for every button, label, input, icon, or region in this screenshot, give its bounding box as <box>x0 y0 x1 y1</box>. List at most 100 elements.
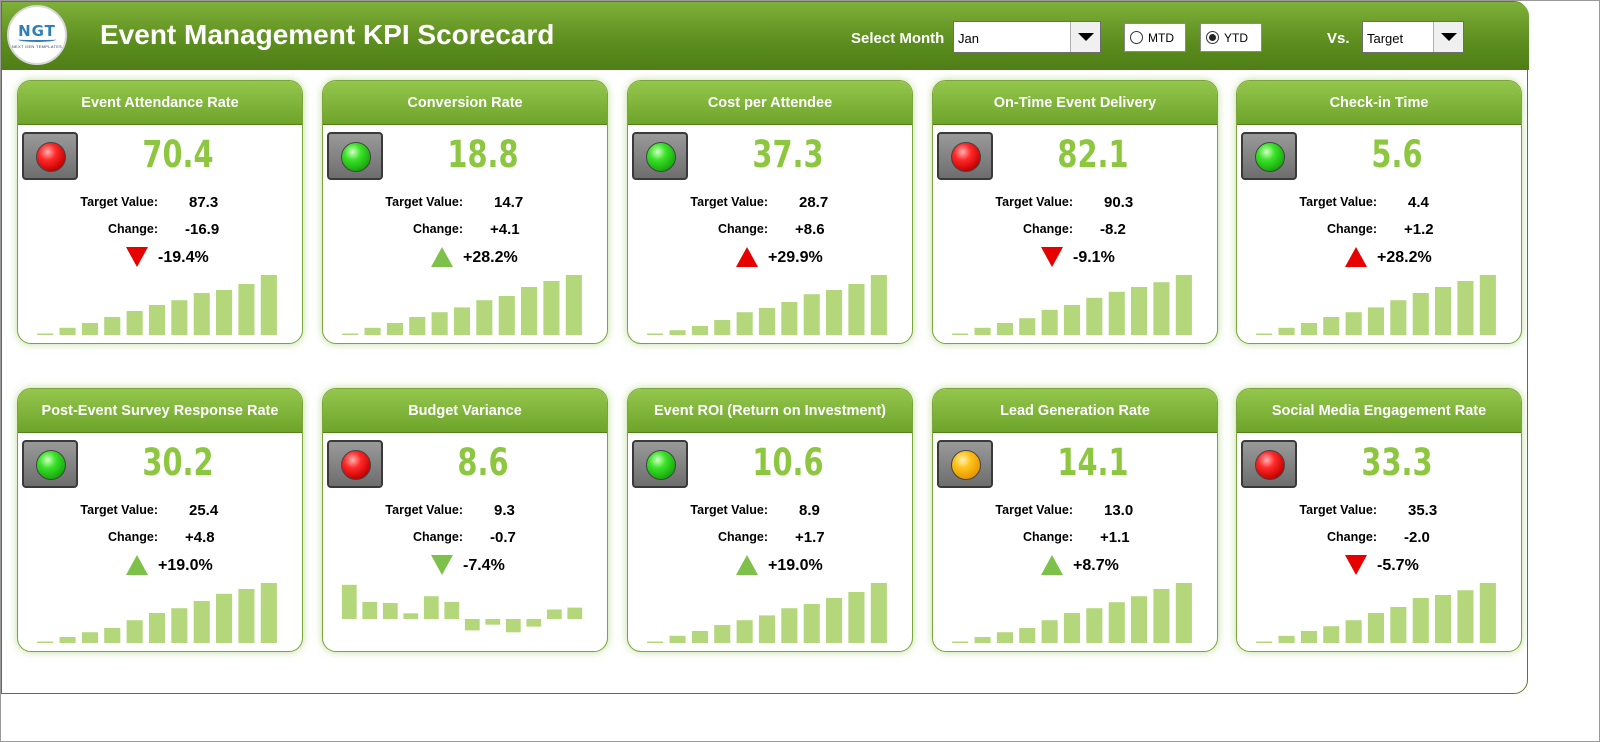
sparkline-bar <box>1108 291 1125 335</box>
status-light-icon <box>341 142 371 172</box>
sparkline-bar <box>342 333 359 335</box>
target-label: Target Value: <box>690 503 768 517</box>
sparkline-bar <box>974 637 991 643</box>
sparkline-bar <box>1457 281 1474 335</box>
target-value: 25.4 <box>189 502 219 519</box>
kpi-card-header: Lead Generation Rate <box>933 389 1217 433</box>
sparkline-bar <box>952 333 969 335</box>
page-title: Event Management KPI Scorecard <box>100 19 555 50</box>
kpi-card: Lead Generation Rate 14.1 Target Value: … <box>932 388 1218 652</box>
sparkline-bar <box>409 317 426 335</box>
arrow-up-icon <box>431 247 453 267</box>
sparkline-chart <box>952 275 1192 335</box>
sparkline-bar <box>567 607 583 619</box>
sparkline-bar <box>1153 282 1170 335</box>
sparkline-bar <box>669 635 686 643</box>
kpi-card-header: Event Attendance Rate <box>18 81 302 125</box>
sparkline-bar <box>37 333 54 335</box>
sparkline-bar <box>1019 628 1036 643</box>
sparkline-bar <box>1323 626 1340 643</box>
kpi-card: Post-Event Survey Response Rate 30.2 Tar… <box>17 388 303 652</box>
arrow-down-icon <box>1345 555 1367 575</box>
select-month-label: Select Month <box>851 30 945 47</box>
target-label: Target Value: <box>995 195 1073 209</box>
arrow-down-icon <box>431 555 453 575</box>
status-light-frame <box>937 440 993 488</box>
sparkline-bar <box>714 320 731 335</box>
sparkline-bar <box>736 312 753 335</box>
sparkline-bar <box>260 583 277 643</box>
sparkline-bar <box>1175 275 1192 335</box>
change-label: Change: <box>413 530 463 544</box>
sparkline-bar <box>565 275 582 335</box>
change-label: Change: <box>108 222 158 236</box>
change-label: Change: <box>108 530 158 544</box>
kpi-card: Event ROI (Return on Investment) 10.6 Ta… <box>627 388 913 652</box>
status-light-icon <box>1255 142 1285 172</box>
sparkline-bar <box>543 281 560 335</box>
change-percent: +8.7% <box>1073 557 1119 574</box>
kpi-value: 70.4 <box>142 133 214 176</box>
sparkline-bar <box>691 326 708 335</box>
sparkline-bar <box>1019 318 1036 335</box>
sparkline-chart <box>952 583 1192 643</box>
sparkline-bar <box>59 637 76 643</box>
kpi-title: Conversion Rate <box>407 94 523 111</box>
kpi-title: Event Attendance Rate <box>81 94 239 111</box>
change-value: -8.2 <box>1100 221 1126 238</box>
arrow-down-icon <box>126 247 148 267</box>
target-value: 35.3 <box>1408 502 1438 519</box>
status-light-icon <box>646 450 676 480</box>
change-label: Change: <box>718 530 768 544</box>
kpi-card: On-Time Event Delivery 82.1 Target Value… <box>932 80 1218 344</box>
sparkline-bar <box>870 275 887 335</box>
vs-dropdown[interactable]: Target <box>1362 21 1464 53</box>
target-value: 28.7 <box>799 194 829 211</box>
sparkline-bar <box>1278 635 1295 643</box>
sparkline-bar <box>216 290 233 335</box>
change-value: -2.0 <box>1404 529 1430 546</box>
month-dropdown-button[interactable] <box>1070 22 1100 52</box>
kpi-value: 30.2 <box>142 441 214 484</box>
sparkline-bar <box>444 601 460 619</box>
sparkline-chart <box>647 583 887 643</box>
sparkline-bar <box>1300 323 1317 335</box>
status-light-frame <box>22 440 78 488</box>
dashboard-sheet: NGT NEXT GEN TEMPLATES Event Management … <box>1 1 1529 694</box>
sparkline-bar <box>1435 595 1452 643</box>
ytd-radio-circle[interactable] <box>1206 31 1219 44</box>
ytd-radio[interactable]: YTD <box>1200 23 1262 52</box>
sparkline-bar <box>546 609 562 619</box>
vs-dropdown-button[interactable] <box>1433 22 1463 52</box>
kpi-value: 5.6 <box>1371 133 1423 176</box>
target-label: Target Value: <box>80 503 158 517</box>
sparkline-bar <box>1041 309 1058 335</box>
change-value: +4.8 <box>185 529 215 546</box>
kpi-card-header: Event ROI (Return on Investment) <box>628 389 912 433</box>
sparkline-bar <box>1278 327 1295 335</box>
sparkline-bar <box>341 584 357 619</box>
target-value: 90.3 <box>1104 194 1134 211</box>
mtd-radio-circle[interactable] <box>1130 31 1143 44</box>
kpi-value: 82.1 <box>1057 133 1129 176</box>
month-dropdown[interactable]: Jan <box>953 21 1101 53</box>
sparkline-bar <box>1256 641 1273 643</box>
change-value: -16.9 <box>185 221 220 238</box>
change-value: +1.2 <box>1404 221 1434 238</box>
sparkline-bar <box>1435 287 1452 335</box>
status-light-icon <box>36 142 66 172</box>
sparkline-bar <box>803 604 820 643</box>
kpi-card: Conversion Rate 18.8 Target Value: 14.7 … <box>322 80 608 344</box>
kpi-value: 18.8 <box>447 133 519 176</box>
sparkline-bar <box>1345 620 1362 643</box>
status-light-frame <box>1241 132 1297 180</box>
mtd-radio[interactable]: MTD <box>1124 23 1186 52</box>
status-light-frame <box>632 132 688 180</box>
sparkline-bar <box>1086 608 1103 643</box>
status-light-icon <box>341 450 371 480</box>
sparkline-chart <box>647 275 887 335</box>
change-percent: +28.2% <box>1377 249 1432 266</box>
sparkline-bar <box>669 330 686 335</box>
kpi-title: Social Media Engagement Rate <box>1271 402 1487 419</box>
sparkline-bar <box>238 284 255 335</box>
